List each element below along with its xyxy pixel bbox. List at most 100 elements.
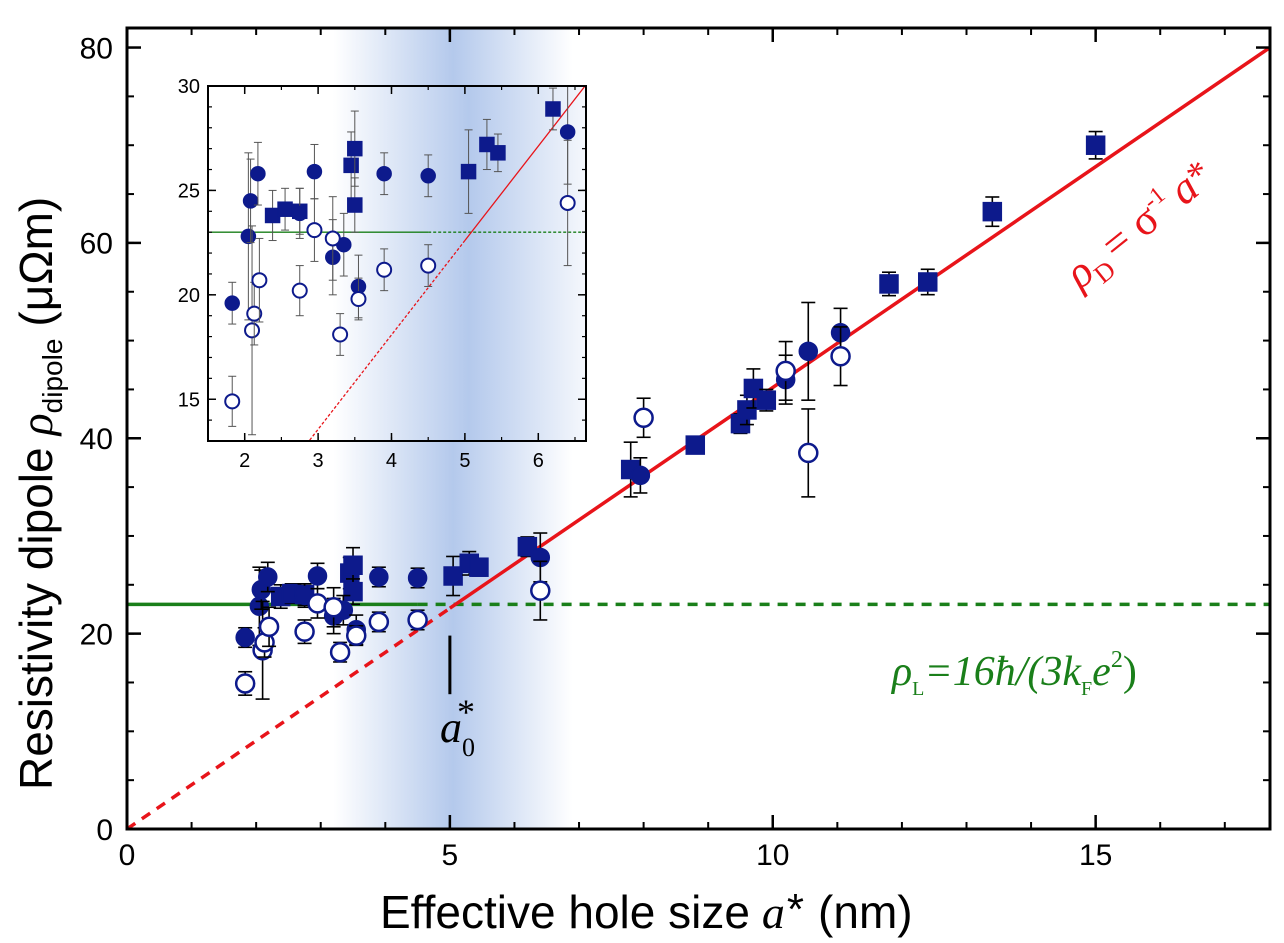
filled-circle-marker — [407, 568, 428, 588]
main-data-point — [368, 611, 390, 633]
main-data-point — [685, 435, 706, 455]
square-marker — [879, 274, 899, 294]
open-circle-marker — [530, 580, 551, 601]
inset-data-point — [350, 277, 367, 321]
main-y-tick-label: 80 — [80, 32, 113, 65]
main-data-point — [633, 397, 654, 439]
main-data-point — [879, 271, 899, 297]
main-data-point — [830, 326, 851, 387]
inset-data-point — [277, 187, 293, 231]
filled-circle-marker — [376, 165, 392, 182]
square-marker — [737, 400, 757, 420]
main-data-point — [407, 567, 428, 589]
main-data-point — [798, 408, 819, 498]
main-data-point — [530, 560, 551, 621]
filled-circle-marker — [369, 567, 389, 587]
open-circle-marker — [224, 393, 241, 410]
square-marker — [917, 272, 938, 292]
open-circle-marker — [294, 621, 315, 642]
main-data-point — [369, 566, 389, 588]
open-circle-marker — [329, 641, 351, 663]
square-marker — [1085, 135, 1106, 155]
main-data-point — [517, 536, 538, 558]
main-x-tick-label: 10 — [756, 839, 789, 872]
y-axis-title: Resistivity dipoleρdipole(μΩm) — [10, 197, 68, 790]
dipole-equation-label: ρD= σ-1a* — [1054, 150, 1226, 303]
main-data-point — [307, 587, 328, 619]
square-marker — [545, 101, 561, 117]
inset-data-points — [224, 85, 576, 436]
inset-data-point — [347, 177, 363, 233]
inset-data-point — [246, 281, 263, 346]
filled-circle-marker — [559, 124, 576, 140]
open-circle-marker — [251, 272, 268, 289]
inset-data-point — [291, 187, 308, 239]
inset-data-point — [251, 237, 268, 323]
square-marker — [982, 201, 1003, 222]
open-circle-marker — [246, 305, 263, 322]
open-circle-marker — [345, 625, 367, 646]
main-data-point — [235, 626, 255, 649]
inset-data-point — [224, 375, 241, 427]
inset-data-point — [545, 87, 561, 131]
open-circle-marker — [244, 322, 261, 339]
filled-circle-marker — [240, 228, 257, 245]
inset-axis-ticks: 2 3 4 5 6 15 20 25 30 — [178, 76, 586, 472]
open-circle-marker — [798, 442, 819, 464]
open-circle-marker — [324, 230, 341, 247]
dipole-line-solid — [448, 46, 1270, 610]
inset-data-point — [224, 281, 240, 325]
inset-data-point — [291, 265, 308, 317]
open-circle-marker — [323, 597, 344, 618]
landauer-equation-label: ρL=16ħ/(3kFe2) — [890, 647, 1137, 700]
inset-band-fill — [332, 86, 586, 441]
open-circle-marker — [368, 611, 390, 633]
main-y-tick-label: 0 — [96, 814, 113, 847]
open-circle-marker — [830, 345, 851, 367]
inset-x-tick-label: 4 — [386, 450, 397, 472]
open-circle-marker — [350, 291, 367, 307]
main-x-tick-label: 15 — [1079, 839, 1112, 872]
inset-data-point — [420, 154, 436, 198]
main-x-tick-label: 5 — [442, 839, 459, 872]
inset-data-point — [460, 129, 477, 214]
main-data-point — [345, 625, 367, 647]
open-circle-marker — [234, 673, 256, 694]
inset-data-point — [376, 248, 393, 292]
open-circle-marker — [258, 616, 280, 638]
filled-circle-marker — [235, 627, 255, 648]
inset-data-point — [306, 198, 323, 262]
filled-circle-marker — [224, 295, 240, 311]
dipole-line-dashed — [127, 606, 451, 829]
filled-circle-marker — [306, 163, 323, 180]
main-data-point — [469, 557, 489, 577]
inset-data-point — [332, 313, 349, 356]
main-data-point — [982, 196, 1003, 228]
open-circle-marker — [775, 360, 796, 382]
square-marker — [347, 197, 363, 213]
square-marker — [343, 157, 359, 174]
inset-data-point — [347, 110, 363, 187]
inset-y-tick-label: 25 — [178, 181, 200, 203]
filled-circle-marker — [250, 165, 266, 182]
a0-label: a0* — [440, 692, 475, 762]
square-marker — [443, 566, 463, 586]
square-marker — [277, 201, 293, 217]
open-circle-marker — [291, 282, 308, 299]
inset-shaded-band — [332, 86, 586, 441]
main-data-point — [775, 340, 796, 401]
inset-data-point — [376, 152, 392, 196]
inset-frame — [207, 85, 587, 442]
inset-data-point — [244, 225, 261, 436]
axis-ticks: 0 5 10 15 0 20 40 60 80 — [80, 28, 1270, 872]
inset-data-point — [420, 244, 437, 287]
square-marker — [347, 140, 363, 157]
inset-data-point — [559, 139, 576, 267]
filled-circle-marker — [630, 465, 651, 486]
main-y-tick-label: 20 — [80, 618, 113, 651]
open-circle-marker — [306, 222, 323, 239]
main-data-point — [234, 670, 256, 696]
main-x-tick-label: 0 — [119, 839, 136, 872]
open-circle-marker — [376, 261, 393, 278]
